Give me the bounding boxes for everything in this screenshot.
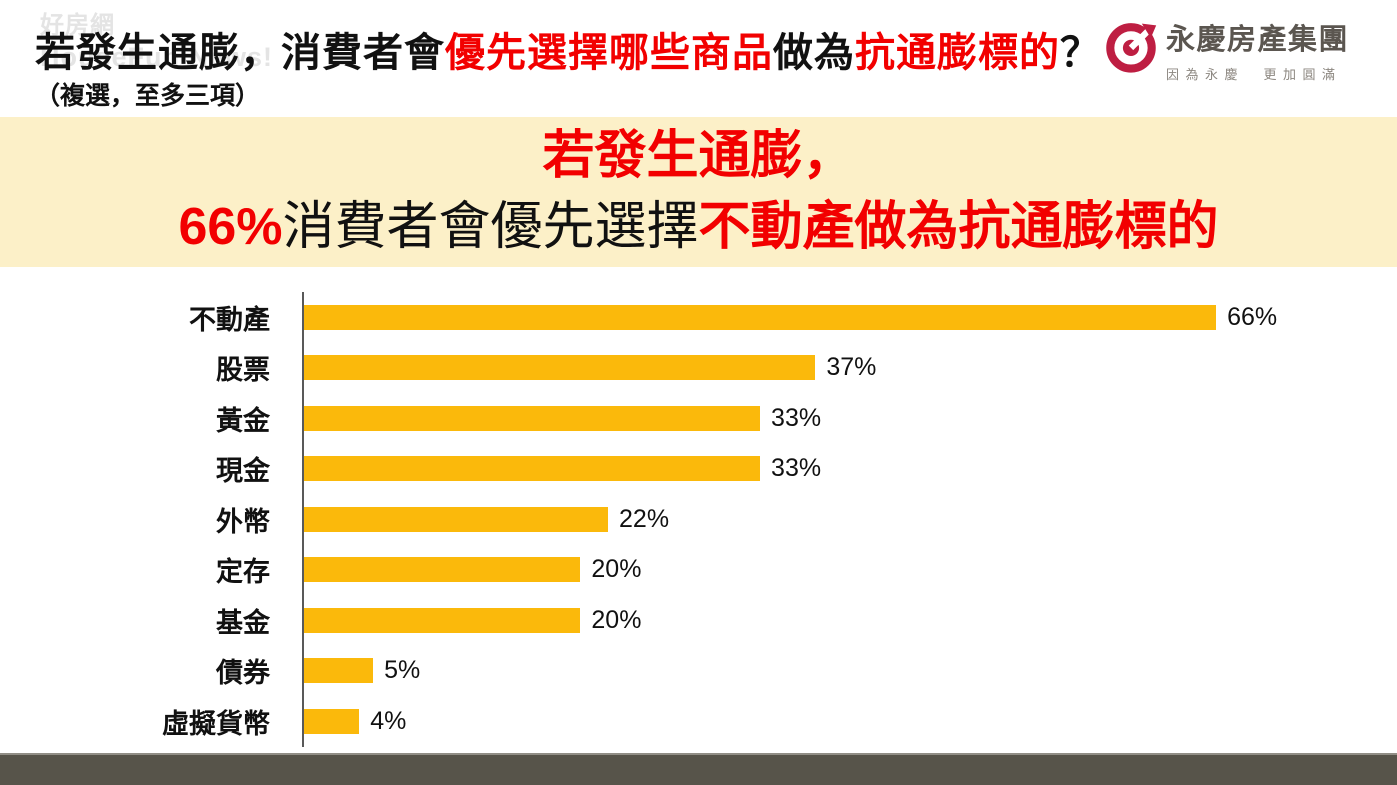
chart-row: 定存 20% — [0, 544, 1397, 595]
bar — [304, 506, 609, 532]
text-segment: ？ — [1060, 31, 1101, 75]
text-segment: 若發生通膨，消費者會 — [35, 31, 445, 75]
plot-area: 33% — [302, 393, 1397, 444]
text-segment: 不動產做為抗通膨標的 — [698, 198, 1219, 256]
chart-row: 股票 37% — [0, 342, 1397, 393]
text-segment: 66% — [178, 198, 283, 256]
text-segment: 消費者會優先選擇 — [282, 198, 699, 256]
yongching-logo-icon — [1106, 23, 1157, 73]
plot-area: 20% — [302, 544, 1397, 595]
plot-area: 33% — [302, 443, 1397, 494]
category-label: 外幣 — [216, 506, 270, 537]
plot-area: 5% — [302, 645, 1397, 696]
chart-row: 虛擬貨幣 4% — [0, 696, 1397, 747]
key-finding-banner: 若發生通膨， 66%消費者會優先選擇不動產做為抗通膨標的 — [0, 117, 1397, 267]
chart-row: 現金 33% — [0, 443, 1397, 494]
plot-area: 22% — [302, 494, 1397, 545]
chart-row: 不動產 66% — [0, 292, 1397, 343]
chart-row: 債券 5% — [0, 645, 1397, 696]
chart-row: 黃金 33% — [0, 393, 1397, 444]
value-label: 37% — [826, 353, 877, 382]
value-label: 22% — [619, 504, 670, 533]
bar-chart-rows: 不動產 66% 股票 37% 黃金 33% 現金 33% 外幣 22% 定存 20% 基金 20% 債券 5%… — [0, 292, 1397, 747]
logo-text-column: 永慶房產集團 因為永慶 更加圓滿 — [1166, 20, 1349, 83]
watermark-line1: 好房網 — [40, 12, 115, 39]
plot-area: 66% — [302, 292, 1397, 343]
watermark-line2: HouseFun News! — [40, 41, 274, 72]
header: 好房網 HouseFun News! 若發生通膨，消費者會優先選擇哪些商品做為抗… — [0, 0, 1397, 117]
logo-slogan: 因為永慶 更加圓滿 — [1165, 67, 1342, 83]
category-label: 現金 — [216, 456, 270, 487]
value-label: 66% — [1227, 302, 1278, 331]
text-segment: 抗通膨標的 — [855, 31, 1060, 75]
text-segment: 做為 — [773, 31, 855, 75]
text-segment: 若發生通膨， — [542, 127, 855, 186]
value-label: 33% — [771, 454, 822, 483]
category-label: 定存 — [216, 557, 270, 588]
bar — [304, 355, 816, 381]
value-label: 33% — [771, 403, 822, 432]
plot-area: 4% — [302, 696, 1397, 747]
chart-row: 外幣 22% — [0, 494, 1397, 545]
value-label: 20% — [591, 555, 642, 584]
bar — [304, 607, 581, 633]
category-label: 股票 — [216, 355, 270, 386]
logo-company-name: 永慶房產集團 — [1165, 24, 1349, 56]
category-label: 債券 — [216, 658, 270, 689]
bar — [304, 456, 761, 482]
bar — [304, 708, 360, 734]
page-title: 若發生通膨，消費者會優先選擇哪些商品做為抗通膨標的？ — [35, 20, 1101, 78]
watermark: 好房網 HouseFun News! — [40, 12, 273, 73]
bar — [304, 304, 1217, 330]
bar — [304, 405, 761, 431]
footer-bar — [0, 753, 1397, 785]
banner-line-1: 若發生通膨， — [0, 122, 1397, 191]
plot-area: 20% — [302, 595, 1397, 646]
category-label: 虛擬貨幣 — [162, 708, 270, 739]
company-logo: 永慶房產集團 因為永慶 更加圓滿 — [1104, 20, 1349, 83]
category-label: 不動產 — [189, 304, 270, 335]
category-label: 黃金 — [216, 405, 270, 436]
bar-chart: 不動產 66% 股票 37% 黃金 33% 現金 33% 外幣 22% 定存 20% 基金 20% 債券 5%… — [0, 267, 1397, 753]
text-segment: 優先選擇哪些商品 — [445, 31, 773, 75]
plot-area: 37% — [302, 342, 1397, 393]
value-label: 5% — [384, 656, 421, 685]
banner-line-2: 66%消費者會優先選擇不動產做為抗通膨標的 — [0, 193, 1397, 262]
value-label: 4% — [370, 706, 407, 735]
value-label: 20% — [591, 605, 642, 634]
page-subtitle: （複選，至多三項） — [35, 82, 261, 110]
bar — [304, 557, 581, 583]
bar — [304, 658, 374, 684]
category-label: 基金 — [216, 607, 270, 638]
chart-row: 基金 20% — [0, 595, 1397, 646]
